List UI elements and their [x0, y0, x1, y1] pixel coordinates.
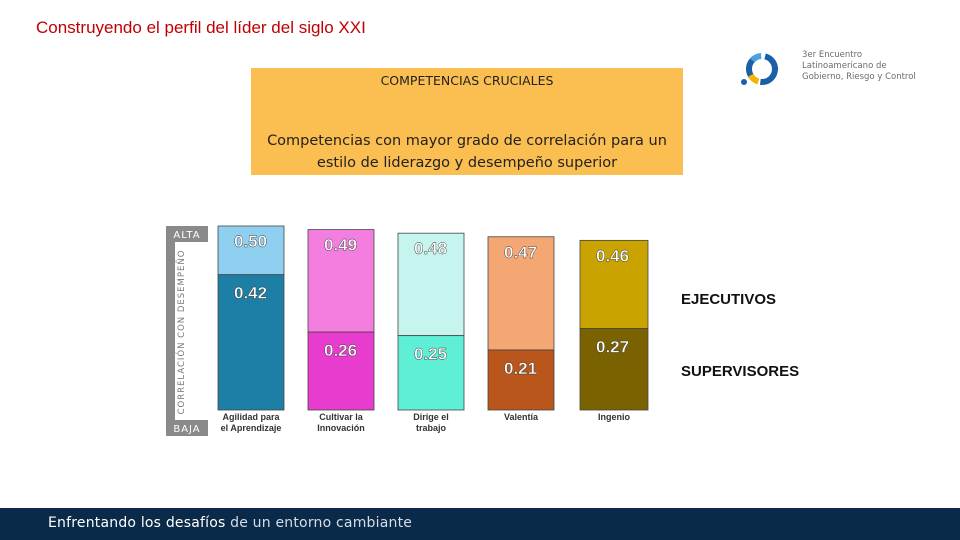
- banner-heading: COMPETENCIAS CRUCIALES: [380, 73, 554, 88]
- axis-top-box: [166, 226, 208, 242]
- axis-bar: [166, 242, 175, 420]
- axis-label: CORRELACIÓN CON DESEMPEÑO: [175, 250, 187, 415]
- category-label-3-0: Valentía: [504, 412, 539, 422]
- category-label-0-1: el Aprendizaje: [221, 423, 282, 433]
- value-executive-3: 0.47: [504, 243, 537, 262]
- axis-top-label: ALTA: [173, 230, 200, 241]
- axis-bottom-label: BAJA: [173, 424, 200, 435]
- category-label-4-0: Ingenio: [598, 412, 630, 422]
- bar-executive-0: [217, 225, 285, 276]
- competencias-chart: ALTA BAJA CORRELACIÓN CON DESEMPEÑO 0.50 0.4…: [166, 225, 799, 436]
- value-executive-4: 0.46: [596, 246, 629, 265]
- series-label-supervisor: SUPERVISORES: [681, 363, 799, 380]
- bar-executive-4: [579, 239, 649, 329]
- footer-light: de un entorno cambiante: [225, 515, 413, 531]
- value-supervisor-4: 0.27: [596, 337, 629, 356]
- bar-supervisor-0: [217, 274, 285, 411]
- value-executive-0: 0.50: [234, 232, 267, 251]
- logo-line-1: 3er Encuentro: [802, 50, 863, 60]
- bar-supervisor-1: [307, 331, 375, 411]
- axis-bottom-box: [166, 420, 208, 436]
- value-supervisor-2: 0.25: [414, 345, 447, 364]
- logo-line-3: Gobierno, Riesgo y Control: [802, 72, 916, 82]
- bar-supervisor-2: [397, 335, 465, 411]
- logo-icon: [741, 53, 778, 85]
- footer-text: Enfrentando los desafíos de un entorno c…: [48, 515, 412, 531]
- banner-body: Competencias con mayor grado de correlac…: [267, 133, 667, 171]
- category-label-2-0: Dirige el: [413, 412, 449, 422]
- event-logo: 3er Encuentro Latinoamericano de Gobiern…: [736, 44, 926, 94]
- logo-line-2: Latinoamericano de: [802, 61, 887, 71]
- bar-executive-3: [487, 236, 555, 351]
- bar-executive-1: [307, 229, 375, 333]
- bar-executive-2: [397, 232, 465, 337]
- value-supervisor-1: 0.26: [324, 341, 357, 360]
- value-supervisor-0: 0.42: [234, 284, 267, 303]
- category-label-1-0: Cultivar la: [319, 412, 364, 422]
- category-label-1-1: Innovación: [317, 423, 365, 433]
- bar-supervisor-3: [487, 349, 555, 411]
- value-executive-2: 0.48: [414, 239, 447, 258]
- value-supervisor-3: 0.21: [504, 359, 537, 378]
- bar-supervisor-4: [579, 328, 649, 411]
- footer-bold: Enfrentando los desafíos: [48, 515, 226, 531]
- value-executive-1: 0.49: [324, 236, 357, 255]
- competencias-banner: COMPETENCIAS CRUCIALES Competencias con …: [251, 68, 683, 175]
- series-label-executive: EJECUTIVOS: [681, 291, 776, 308]
- page-title: Construyendo el perfil del líder del sig…: [36, 18, 366, 37]
- footer-bar: Enfrentando los desafíos de un entorno c…: [0, 508, 960, 540]
- category-label-2-1: trabajo: [416, 423, 447, 433]
- category-label-0-0: Agilidad para: [222, 412, 280, 422]
